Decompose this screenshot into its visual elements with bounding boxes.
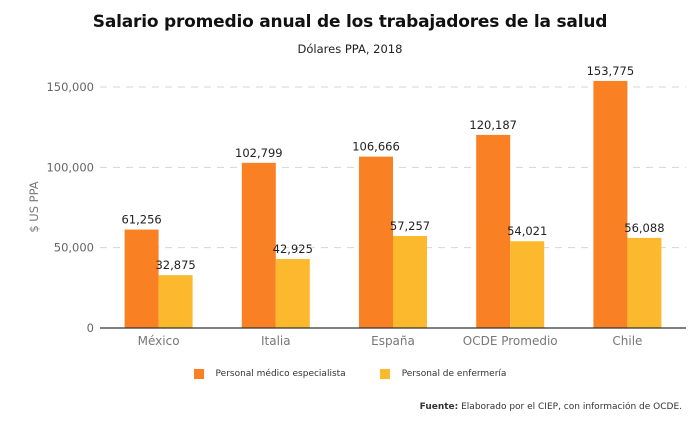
data-label: 32,875 [155,258,195,272]
x-axis-ticks: México Italia España OCDE Promedio Chile [138,334,643,348]
x-tick-label: Chile [612,334,642,348]
bar-enfermeria[interactable] [275,259,310,328]
source-label: Fuente: [419,402,459,412]
bar-enfermeria[interactable] [393,236,427,328]
y-axis-ticks: 0 50,000 100,000 150,000 [46,80,94,335]
legend-item-enfermeria[interactable]: Personal de enfermería [379,369,507,379]
data-label: 56,088 [624,221,664,235]
y-tick-label: 100,000 [46,160,94,174]
data-label: 42,925 [273,242,313,256]
data-label: 153,775 [587,64,635,78]
chart-subtitle: Dólares PPA, 2018 [297,42,403,56]
bar-especialista[interactable] [593,80,628,328]
bar-especialista[interactable] [124,229,159,328]
legend-label-especialista: Personal médico especialista [215,369,346,379]
data-label: 61,256 [121,213,161,227]
data-label: 54,021 [507,224,547,238]
legend-label-enfermeria: Personal de enfermería [401,369,507,379]
x-tick-label: OCDE Promedio [463,334,558,348]
bar-especialista[interactable] [476,134,511,328]
chart-title: Salario promedio anual de los trabajador… [92,12,608,32]
bar-enfermeria[interactable] [510,241,545,328]
data-label: 106,666 [352,140,400,154]
bar-enfermeria[interactable] [158,275,193,328]
y-tick-label: 150,000 [46,80,94,94]
source-text: Elaborado por el CIEP, con información d… [461,402,682,412]
y-axis-label: $ US PPA [27,181,41,232]
legend-swatch-enfermeria [379,369,390,379]
x-tick-label: México [138,334,180,348]
data-label: 102,799 [235,146,283,160]
data-labels: 61,256 32,875 102,799 42,925 106,666 57,257 12… [121,64,664,272]
source-note: Fuente: Elaborado por el CIEP, con infor… [420,402,682,412]
data-label: 120,187 [469,118,517,132]
gridlines [100,86,686,249]
bar-enfermeria[interactable] [627,237,662,328]
y-tick-label: 0 [87,321,94,335]
data-label: 57,257 [390,219,430,233]
x-tick-label: España [371,334,415,348]
bar-especialista[interactable] [359,156,393,328]
x-tick-label: Italia [261,334,291,348]
bars [124,80,662,328]
legend: Personal médico especialista Personal de… [0,369,700,379]
y-tick-label: 50,000 [54,241,94,255]
legend-swatch-especialista [193,369,204,379]
bar-especialista[interactable] [241,162,276,328]
legend-item-especialista[interactable]: Personal médico especialista [193,369,346,379]
